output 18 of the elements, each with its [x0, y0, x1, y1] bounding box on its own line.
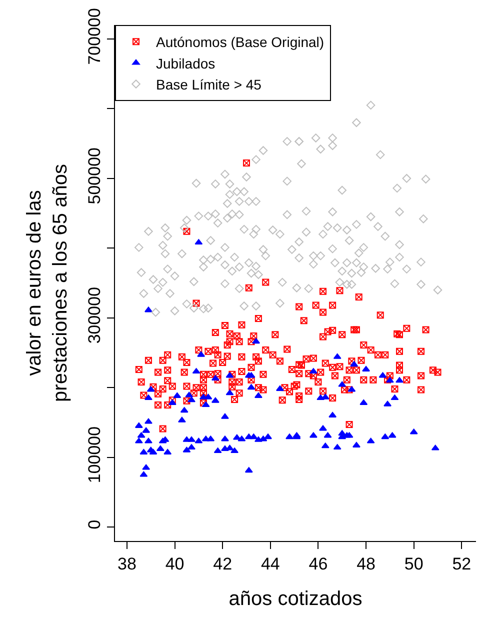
x-axis-title: años cotizados — [228, 588, 362, 610]
x-tick-label: 48 — [356, 554, 376, 574]
x-tick-label: 42 — [213, 554, 232, 574]
x-tick-label: 44 — [260, 554, 280, 574]
x-tick-label: 38 — [117, 554, 136, 574]
x-tick-label: 50 — [404, 554, 424, 574]
y-tick-label: 100000 — [85, 426, 104, 484]
y-tick-label: 0 — [85, 520, 104, 530]
y-tick-label: 700000 — [85, 8, 104, 65]
y-tick-label: 300000 — [85, 286, 104, 344]
legend-label: Jubilados — [156, 55, 216, 72]
legend-label: Base Límite > 45 — [156, 76, 262, 92]
legend-label: Autónomos (Base Original) — [156, 34, 324, 50]
x-tick-label: 52 — [452, 554, 472, 574]
x-tick-label: 46 — [308, 554, 328, 574]
y-tick-label: 500000 — [85, 147, 104, 204]
x-tick-label: 40 — [165, 554, 184, 574]
y-axis-title: valor en euros de las prestaciones a los 65 años — [24, 164, 72, 402]
